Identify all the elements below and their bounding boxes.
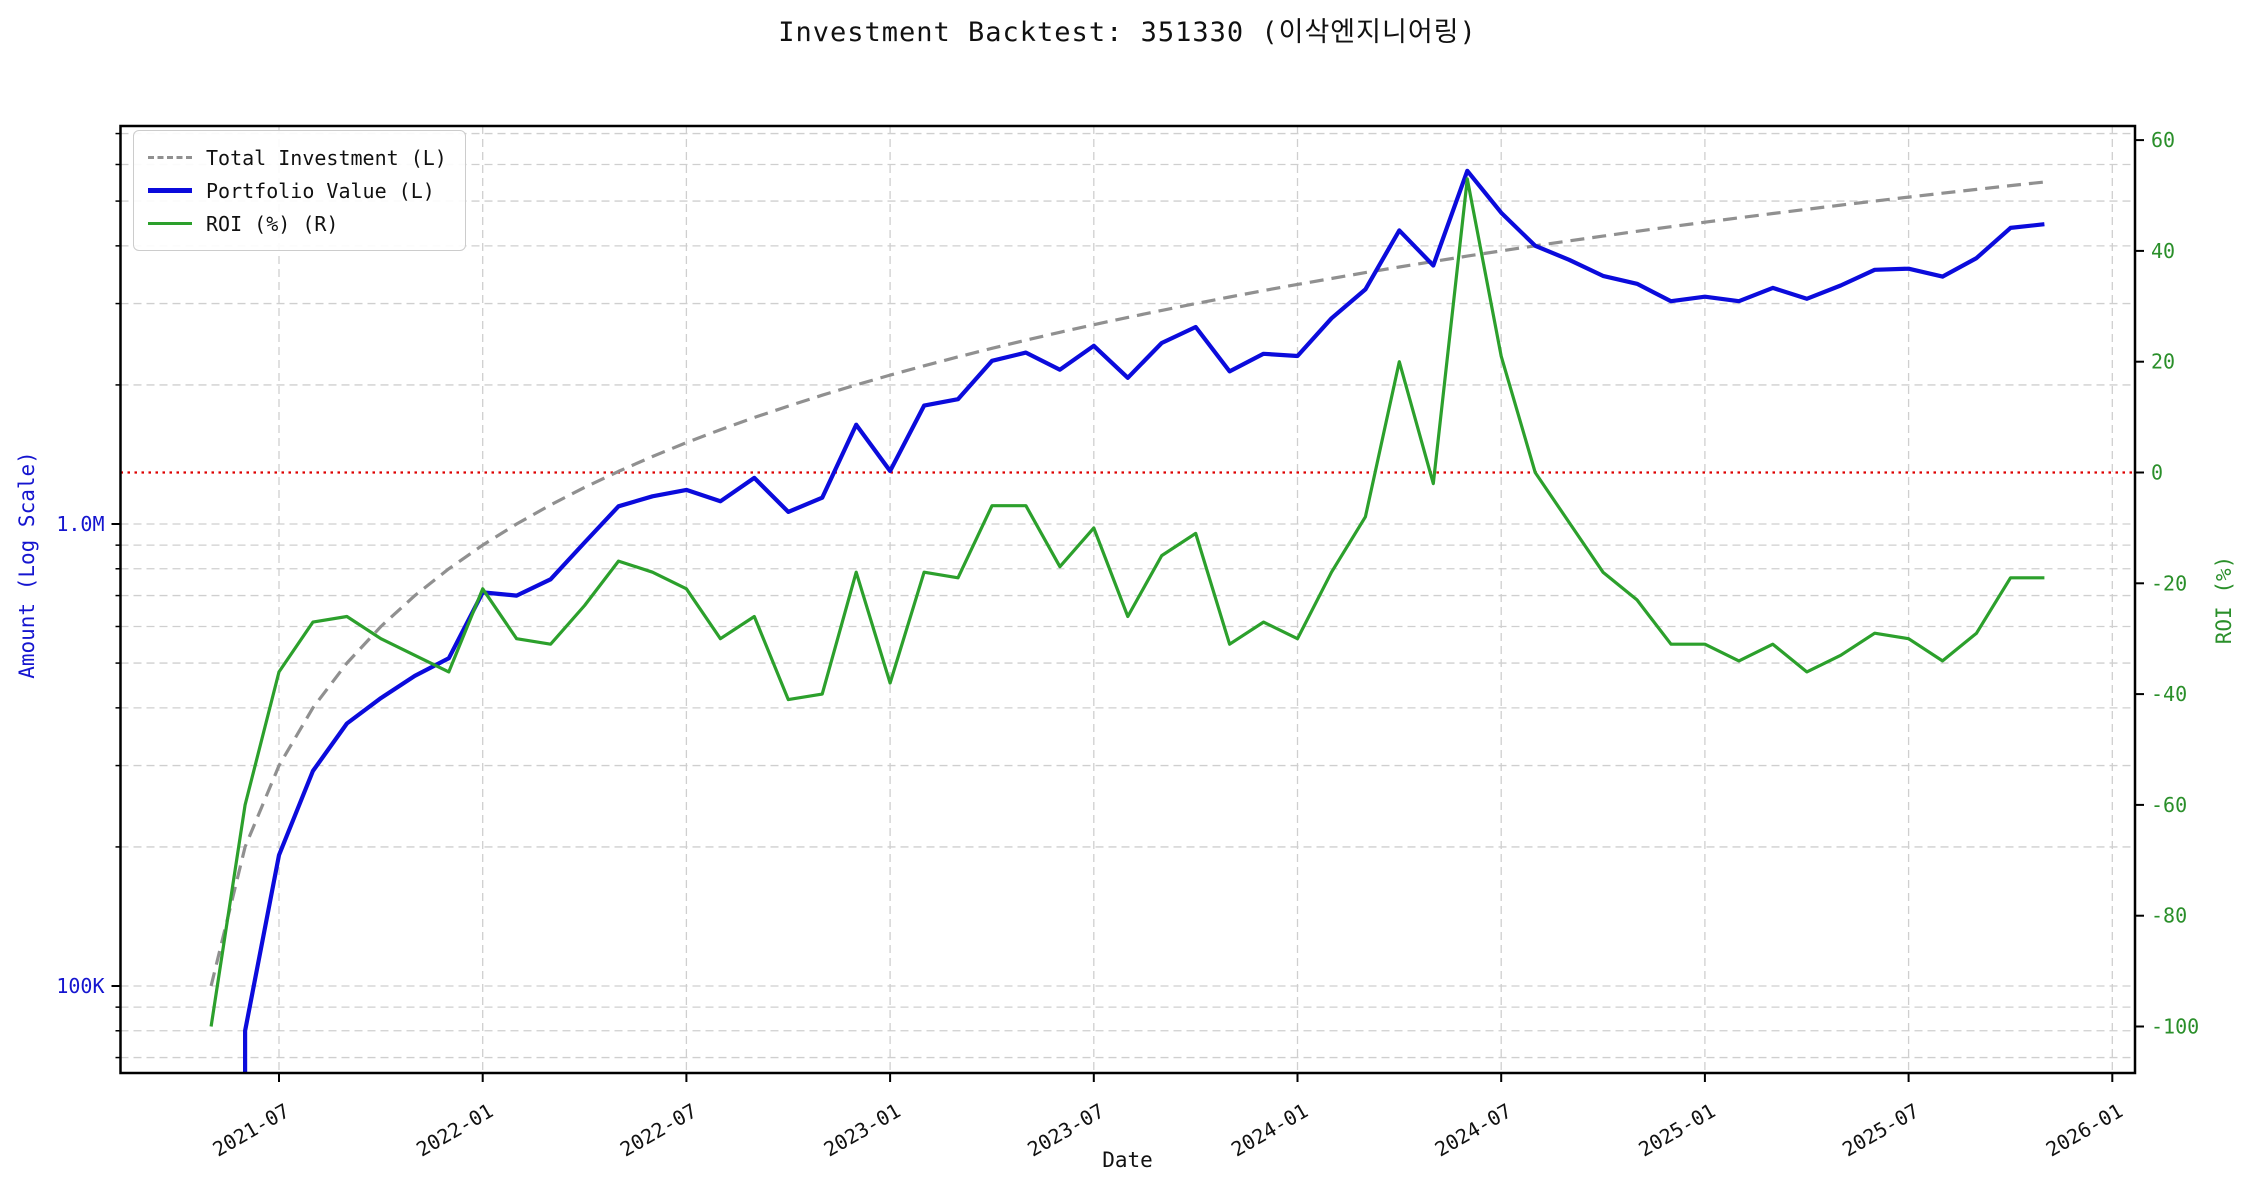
roi-line	[209, 177, 2045, 1027]
legend-item-total-investment: Total Investment (L)	[148, 141, 447, 174]
dashed-line-swatch	[148, 156, 192, 159]
svg-text:100K: 100K	[56, 974, 104, 998]
x-axis-label: Date	[1102, 1148, 1153, 1172]
svg-text:-80: -80	[2151, 904, 2187, 928]
right-tick-labels: 60 40 20 0 -20 -40 -60 -80 -100	[2135, 128, 2199, 1039]
left-tick-labels: 1.0M 100K	[56, 132, 121, 1059]
svg-text:-60: -60	[2151, 793, 2187, 817]
plot-border	[119, 124, 2137, 1075]
left-axis-label: Amount (Log Scale)	[15, 451, 39, 679]
legend-item-portfolio-value: Portfolio Value (L)	[148, 174, 447, 207]
right-axis-label: ROI (%)	[2212, 555, 2236, 645]
legend-label: Portfolio Value (L)	[206, 178, 435, 203]
svg-text:1.0M: 1.0M	[56, 512, 104, 536]
legend-label: ROI (%) (R)	[206, 211, 339, 236]
svg-text:40: 40	[2151, 239, 2175, 263]
svg-text:60: 60	[2151, 128, 2175, 152]
green-line-swatch	[148, 222, 192, 225]
blue-line-swatch	[148, 188, 192, 193]
svg-text:0: 0	[2151, 461, 2163, 485]
svg-text:-40: -40	[2151, 682, 2187, 706]
portfolio-value-line	[243, 168, 2045, 1073]
legend-label: Total Investment (L)	[206, 145, 447, 170]
total-investment-line	[209, 180, 2045, 987]
svg-text:-100: -100	[2151, 1015, 2199, 1039]
svg-text:20: 20	[2151, 350, 2175, 374]
gridlines	[120, 126, 2135, 1073]
chart-title: Investment Backtest: 351330 (이삭엔지니어링)	[778, 17, 1477, 48]
svg-text:-20: -20	[2151, 571, 2187, 595]
legend: Total Investment (L) Portfolio Value (L)…	[133, 130, 466, 251]
legend-item-roi: ROI (%) (R)	[148, 207, 447, 240]
